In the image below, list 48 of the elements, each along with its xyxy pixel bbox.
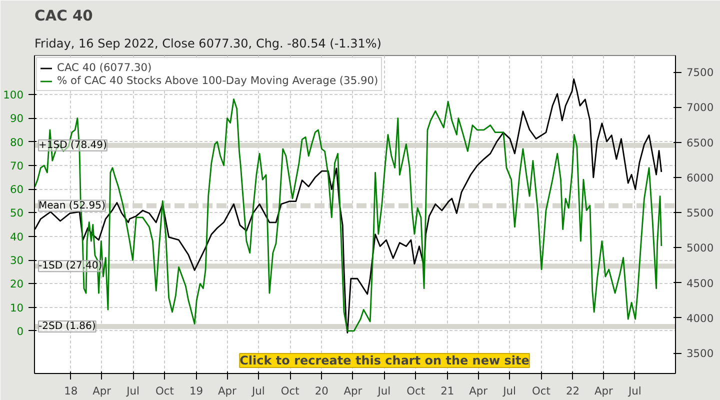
x-tick-label: Apr xyxy=(218,384,238,398)
annotation: Click to recreate this chart on the new site xyxy=(240,354,530,368)
y-tick-label: 10 xyxy=(10,301,24,314)
x-tick-label: Jul xyxy=(376,384,391,398)
ref-line-label: -2SD (1.86) xyxy=(38,321,96,332)
x-tick-label: Apr xyxy=(92,384,112,398)
x-tick-label: Apr xyxy=(344,384,363,398)
x-tick-label: 20 xyxy=(314,384,329,398)
y-tick-label: 0 xyxy=(16,324,24,338)
x-tick-label: Oct xyxy=(280,384,300,398)
y-tick-label: 70 xyxy=(10,159,24,172)
y-tick-label: 40 xyxy=(10,230,24,244)
x-tick-label: 19 xyxy=(190,384,204,398)
x-tick-label: 18 xyxy=(64,384,78,398)
x-tick-label: Oct xyxy=(532,384,550,398)
y-tick-label: 20 xyxy=(10,278,24,291)
legend-label: % of CAC 40 Stocks Above 100-Day Moving Average (35.90) xyxy=(57,74,378,87)
y-tick-label: 100 xyxy=(3,88,24,102)
y2-tick-label: 5500 xyxy=(686,206,714,220)
y2-tick-label: 4500 xyxy=(686,276,714,290)
y-tick-label: 80 xyxy=(10,136,24,149)
y2-tick-label: 3500 xyxy=(686,347,714,360)
x-tick-label: Apr xyxy=(469,384,488,398)
y2-tick-label: 7500 xyxy=(686,66,714,80)
ref-line-label: +1SD (78.49) xyxy=(38,140,107,151)
x-tick-label: Oct xyxy=(155,384,174,398)
y2-tick-label: 6500 xyxy=(686,136,714,150)
ref-line-label: Mean (52.95) xyxy=(38,200,106,212)
ref-line-label: -1SD (27.40) xyxy=(38,260,102,272)
chart-subtitle: Friday, 16 Sep 2022, Close 6077.30, Chg. -80.54 (-1.31%) xyxy=(34,36,382,50)
x-tick-label: Apr xyxy=(594,384,614,398)
x-tick-label: Jul xyxy=(628,384,642,398)
chart-title: CAC 40 xyxy=(34,8,93,24)
x-tick-label: Oct xyxy=(406,384,426,398)
y-tick-label: 30 xyxy=(10,254,24,268)
legend-label: CAC 40 (6077.30) xyxy=(57,61,152,74)
y-tick-label: 50 xyxy=(10,206,24,220)
y2-tick-label: 7000 xyxy=(686,101,714,114)
x-tick-label: Jul xyxy=(251,384,265,398)
y-tick-label: 60 xyxy=(10,183,24,196)
x-tick-label: Jul xyxy=(126,384,140,398)
x-tick-label: 22 xyxy=(566,384,580,398)
y-tick-label: 90 xyxy=(10,112,24,126)
x-tick-label: Jul xyxy=(502,384,516,398)
y2-tick-label: 5000 xyxy=(686,242,714,255)
x-tick-label: 21 xyxy=(440,384,454,398)
y2-tick-label: 4000 xyxy=(686,312,714,325)
y2-tick-label: 6000 xyxy=(686,171,714,184)
